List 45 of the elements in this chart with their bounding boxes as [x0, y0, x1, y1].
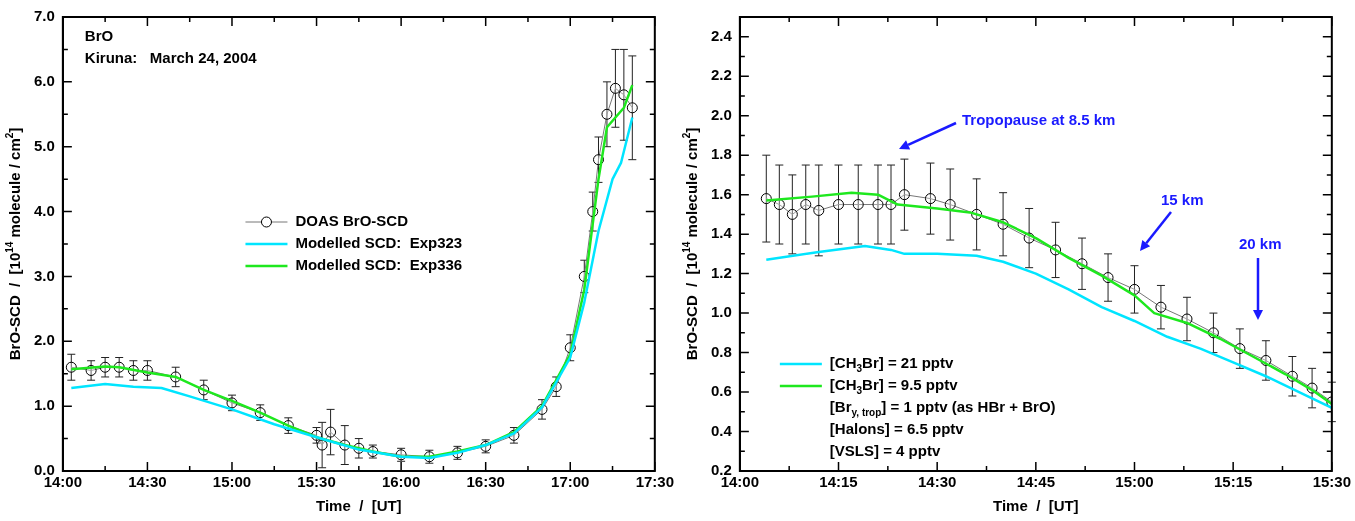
- x-tick-label: 17:30: [635, 473, 675, 491]
- x-tick-label: 14:30: [128, 473, 167, 491]
- annotation: Tropopause at 8.5 km: [962, 111, 1116, 129]
- y-tick-label: 1.4: [710, 224, 733, 242]
- x-tick-label: 17:00: [551, 473, 590, 491]
- x-tick-label: 16:00: [381, 473, 421, 491]
- y-tick-label: 2.4: [710, 26, 733, 44]
- legend-label: DOAS BrO-SCD: [295, 212, 409, 230]
- y-tick-label: 6.0: [33, 72, 55, 89]
- y-tick-label: 2.2: [710, 66, 732, 84]
- annotation: [Halons] = 6.5 pptv: [829, 420, 965, 438]
- legend-label: Modelled SCD: Exp323: [295, 234, 463, 252]
- y-tick-label: 2.0: [710, 105, 732, 123]
- x-tick-label: 15:30: [1312, 473, 1352, 491]
- legend-label: Modelled SCD: Exp336: [295, 256, 463, 274]
- x-tick-label: 16:30: [466, 473, 505, 491]
- x-tick-label: 14:15: [819, 473, 858, 491]
- y-tick-label: 7.0: [33, 7, 55, 25]
- x-axis-title: Time / [UT]: [993, 497, 1079, 515]
- x-tick-label: 15:30: [297, 473, 336, 491]
- x-tick-label: 15:15: [1213, 473, 1253, 491]
- annotation: 20 km: [1239, 235, 1282, 253]
- y-tick-label: 0.4: [710, 421, 733, 439]
- y-axis-title: BrO-SCD / [1014 molecule / cm2]: [3, 127, 24, 361]
- y-tick-label: 2.0: [33, 331, 55, 349]
- annotation: BrO: [84, 27, 114, 45]
- y-tick-label: 0.6: [710, 382, 732, 400]
- y-tick-label: 0.8: [710, 342, 732, 360]
- y-tick-label: 5.0: [33, 136, 55, 154]
- y-tick-label: 4.0: [33, 201, 55, 219]
- x-tick-label: 15:00: [1115, 473, 1154, 491]
- y-tick-label: 1.0: [33, 396, 55, 414]
- annotation: Kiruna: March 24, 2004: [84, 49, 258, 67]
- annotation: [VSLS] = 4 pptv: [829, 442, 941, 460]
- y-tick-label: 1.0: [710, 303, 732, 321]
- y-axis-title: BrO-SCD / [1014 molecule / cm2]: [680, 127, 701, 361]
- x-tick-label: 15:00: [212, 473, 252, 491]
- y-tick-label: 1.6: [710, 184, 732, 202]
- x-tick-label: 14:45: [1016, 473, 1056, 491]
- y-tick-label: 3.0: [33, 266, 55, 284]
- y-tick-label: 1.8: [710, 145, 732, 163]
- y-tick-label: 1.2: [710, 263, 732, 281]
- x-tick-label: 14:30: [917, 473, 957, 491]
- x-axis-title: Time / [UT]: [316, 497, 402, 515]
- annotation: 15 km: [1161, 191, 1204, 209]
